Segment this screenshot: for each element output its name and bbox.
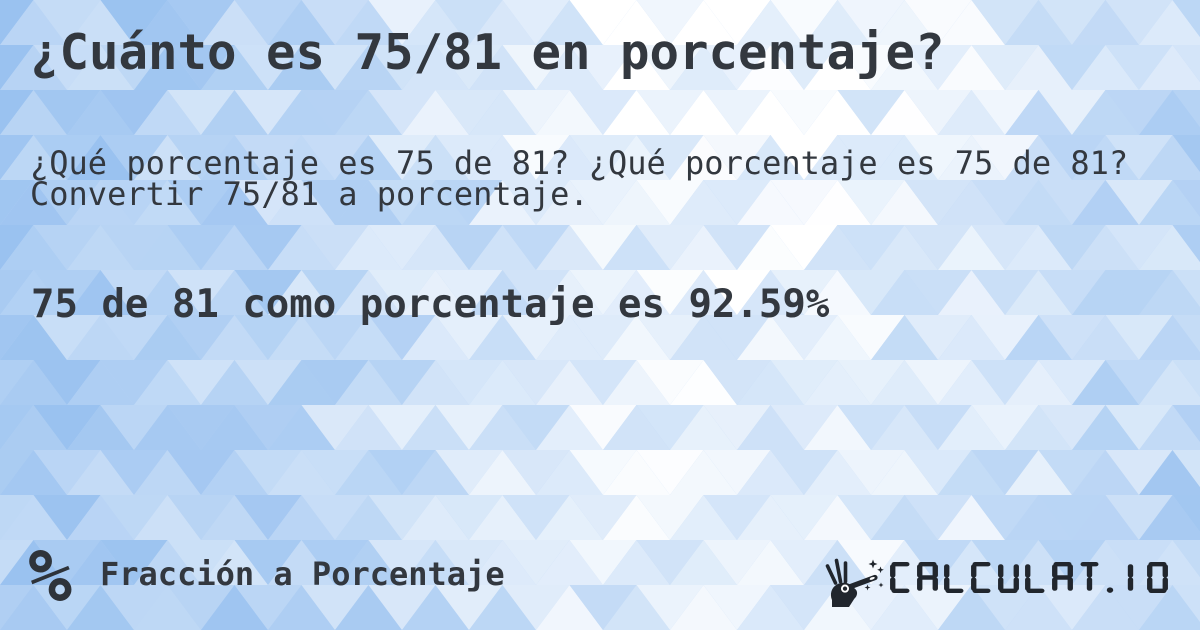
description-line-1: ¿Qué porcentaje es 75 de 81? ¿Qué porcen… [30, 144, 1129, 182]
description: ¿Qué porcentaje es 75 de 81? ¿Qué porcen… [30, 147, 1128, 213]
answer-heading: 75 de 81 como porcentaje es 92.59% [31, 282, 830, 327]
description-line-2: Convertir 75/81 a porcentaje. [30, 175, 589, 213]
logo-text [890, 562, 1168, 593]
magic-wand-hand-icon [825, 558, 884, 607]
page-title: ¿Cuánto es 75/81 en porcentaje? [30, 24, 945, 81]
calculatio-logo [822, 553, 1174, 609]
